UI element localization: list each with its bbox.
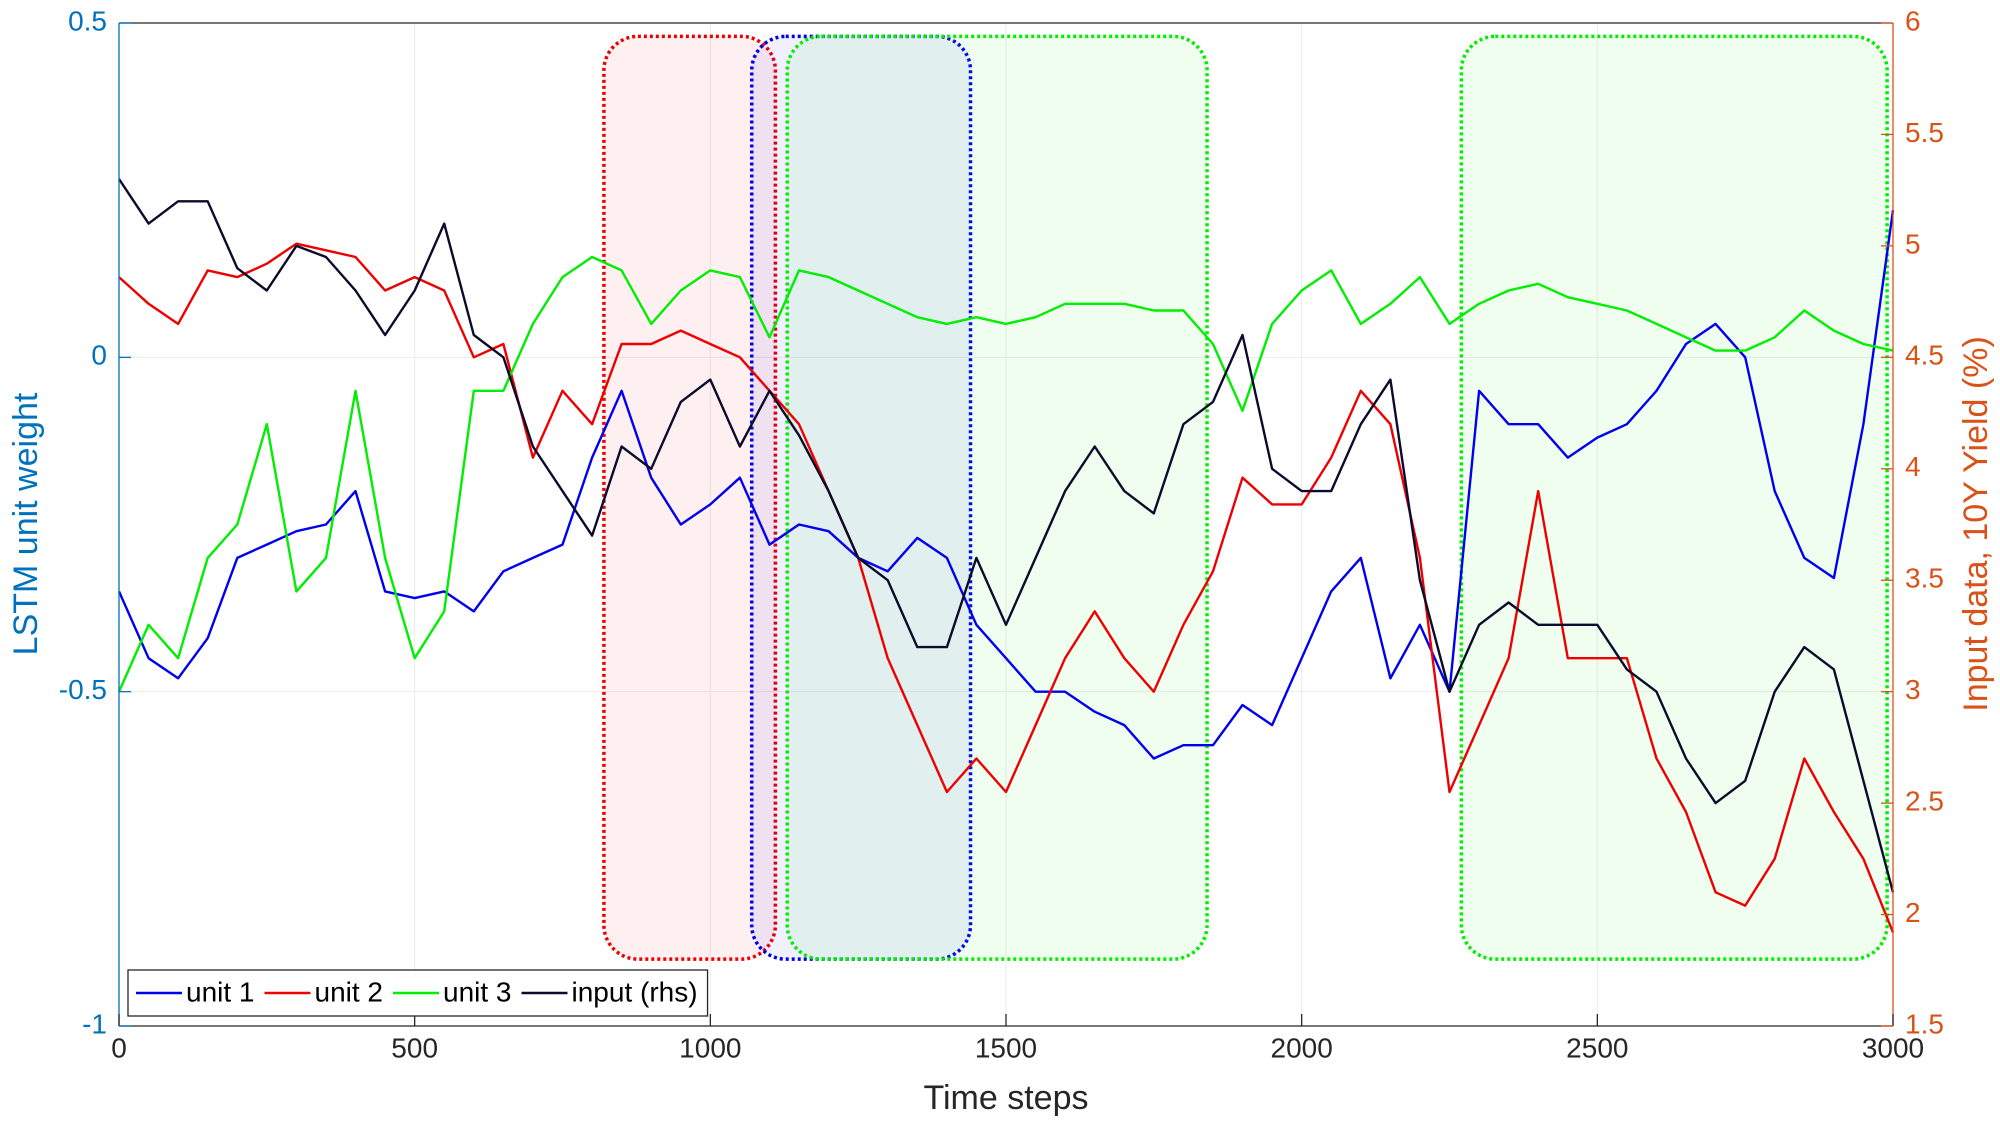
x-tick-label: 2000 [1271, 1032, 1333, 1063]
y2-tick-label: 5.5 [1905, 117, 1944, 148]
y2-tick-label: 3.5 [1905, 563, 1944, 594]
x-tick-label: 1000 [679, 1032, 741, 1063]
y-tick-label: 0.5 [68, 5, 107, 36]
series-line [118, 178, 1895, 893]
x-tick-label: 1500 [975, 1032, 1037, 1063]
x-axis-label: Time steps [923, 1079, 1088, 1117]
y-axis-label: LSTM unit weight [7, 392, 45, 655]
legend-label: input (rhs) [572, 976, 698, 1007]
y2-tick-label: 4.5 [1905, 340, 1944, 371]
x-tick-label: 3000 [1862, 1032, 1924, 1063]
legend-label: unit 3 [443, 976, 512, 1007]
y-tick-label: -0.5 [59, 674, 107, 705]
x-tick-label: 2500 [1566, 1032, 1628, 1063]
series-line [118, 242, 1895, 933]
legend-label: unit 2 [315, 976, 384, 1007]
y2-tick-label: 6 [1905, 5, 1921, 36]
series-line [117, 210, 1895, 760]
highlight-region [749, 34, 973, 961]
legend-label: unit 1 [186, 976, 255, 1007]
series-line [117, 255, 1894, 693]
legend: unit 1 unit 2 unit 3 input (rhs) [127, 969, 709, 1017]
y2-tick-label: 1.5 [1905, 1008, 1944, 1039]
legend-box [127, 969, 709, 1017]
y-tick-label: 0 [91, 340, 107, 371]
y2-tick-label: 3 [1905, 674, 1921, 705]
y2-tick-label: 2.5 [1905, 786, 1944, 817]
x-tick-label: 0 [111, 1032, 127, 1063]
y-tick-label: -1 [82, 1008, 107, 1039]
y2-tick-label: 5 [1905, 228, 1921, 259]
x-tick-label: 500 [391, 1032, 438, 1063]
y2-tick-label: 4 [1905, 451, 1921, 482]
highlight-region [785, 34, 1209, 961]
y2-axis-label: Input data, 10Y Yield (%) [1957, 336, 1995, 712]
highlight-region [1459, 34, 1889, 961]
highlight-region [602, 34, 778, 961]
y2-tick-label: 2 [1905, 897, 1921, 928]
